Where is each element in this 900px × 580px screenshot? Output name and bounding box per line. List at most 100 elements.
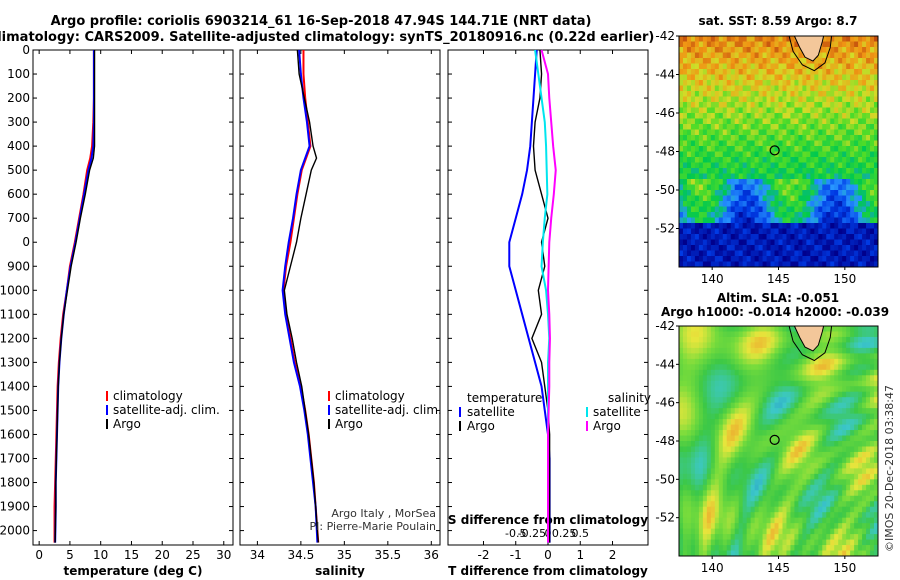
map-cell <box>746 201 752 207</box>
map-cell <box>679 523 684 530</box>
map-cell <box>742 386 748 393</box>
map-cell <box>686 85 692 92</box>
map-cell <box>846 91 851 97</box>
map-cell <box>774 402 779 409</box>
map-cell <box>778 375 783 382</box>
map-cell <box>730 369 736 376</box>
map-cell <box>726 146 732 152</box>
map-cell <box>722 342 728 349</box>
map-cell <box>734 69 740 75</box>
map-cell <box>750 534 756 540</box>
map-cell <box>702 162 708 169</box>
map-cell <box>770 52 775 59</box>
map-cell <box>790 391 795 398</box>
map-cell <box>738 457 744 464</box>
map-cell <box>862 353 867 360</box>
map-cell <box>746 550 752 557</box>
map-cell <box>870 195 875 202</box>
map-cell <box>702 217 708 224</box>
map-cell <box>838 490 843 497</box>
map-cell <box>770 80 775 86</box>
map-cell <box>742 250 748 257</box>
map-cell <box>726 85 732 92</box>
map-cell <box>730 41 736 48</box>
map-cell <box>758 179 763 185</box>
map-cell <box>734 96 740 103</box>
map-cell <box>830 113 835 119</box>
map-cell <box>826 239 831 246</box>
map-cell <box>826 261 831 268</box>
map-cell <box>830 96 835 103</box>
map-cell <box>842 206 847 213</box>
map-cell <box>706 550 712 557</box>
map-cell <box>762 234 767 240</box>
map-cell <box>786 490 791 497</box>
map-cell <box>786 386 791 393</box>
map-cell <box>706 408 712 415</box>
map-cell <box>782 223 787 229</box>
map-cell <box>750 473 756 480</box>
map-cell <box>786 380 791 387</box>
map-cell <box>754 468 759 475</box>
map-cell <box>766 69 771 75</box>
map-cell <box>762 342 767 349</box>
map-cell <box>798 212 803 218</box>
map-cell <box>702 408 708 415</box>
map-cell <box>702 364 708 371</box>
map-cell <box>798 63 803 70</box>
map-cell <box>770 358 775 365</box>
map-cell <box>778 495 783 502</box>
map-cell <box>838 331 843 338</box>
map-cell <box>686 69 692 75</box>
map-cell <box>714 424 720 431</box>
map-cell <box>694 217 700 224</box>
map-cell <box>682 47 688 53</box>
map-cell <box>766 206 771 213</box>
map-cell <box>746 468 752 475</box>
map-cell <box>738 234 744 240</box>
map-cell <box>802 495 807 502</box>
map-cell <box>834 364 839 371</box>
map-cell <box>702 347 708 354</box>
map-cell <box>790 495 795 502</box>
map-cell <box>782 201 787 207</box>
map-cell <box>738 369 744 376</box>
map-cell <box>874 347 879 354</box>
map-cell <box>806 96 811 103</box>
map-cell <box>794 102 799 108</box>
map-cell <box>754 441 759 447</box>
map-cell <box>762 331 767 338</box>
map-cell <box>858 419 863 425</box>
map-cell <box>818 168 823 174</box>
map-cell <box>874 74 879 81</box>
map-cell <box>798 457 803 464</box>
map-cell <box>682 331 688 338</box>
map-cell <box>778 162 783 169</box>
map-cell <box>690 419 696 425</box>
map-cell <box>822 47 827 53</box>
map-cell <box>762 517 767 524</box>
map-cell <box>722 85 728 92</box>
map-cell <box>679 347 684 354</box>
map-cell <box>874 358 879 365</box>
map-cell <box>830 413 835 420</box>
map-cell <box>870 228 875 235</box>
map-cell <box>862 342 867 349</box>
map-cell <box>770 234 775 240</box>
map-cell <box>726 545 732 551</box>
map-cell <box>834 102 839 108</box>
map-cell <box>686 41 692 48</box>
map-cell <box>790 490 795 497</box>
map-cell <box>706 52 712 59</box>
map-cell <box>798 451 803 458</box>
map-cell <box>870 413 875 420</box>
map-cell <box>758 451 763 458</box>
map-cell <box>722 52 728 59</box>
map-cell <box>818 397 823 404</box>
map-cell <box>738 217 744 224</box>
map-cell <box>798 69 803 75</box>
map-cell <box>834 386 839 393</box>
map-cell <box>810 140 815 147</box>
map-cell <box>766 523 771 530</box>
map-cell <box>742 179 748 185</box>
